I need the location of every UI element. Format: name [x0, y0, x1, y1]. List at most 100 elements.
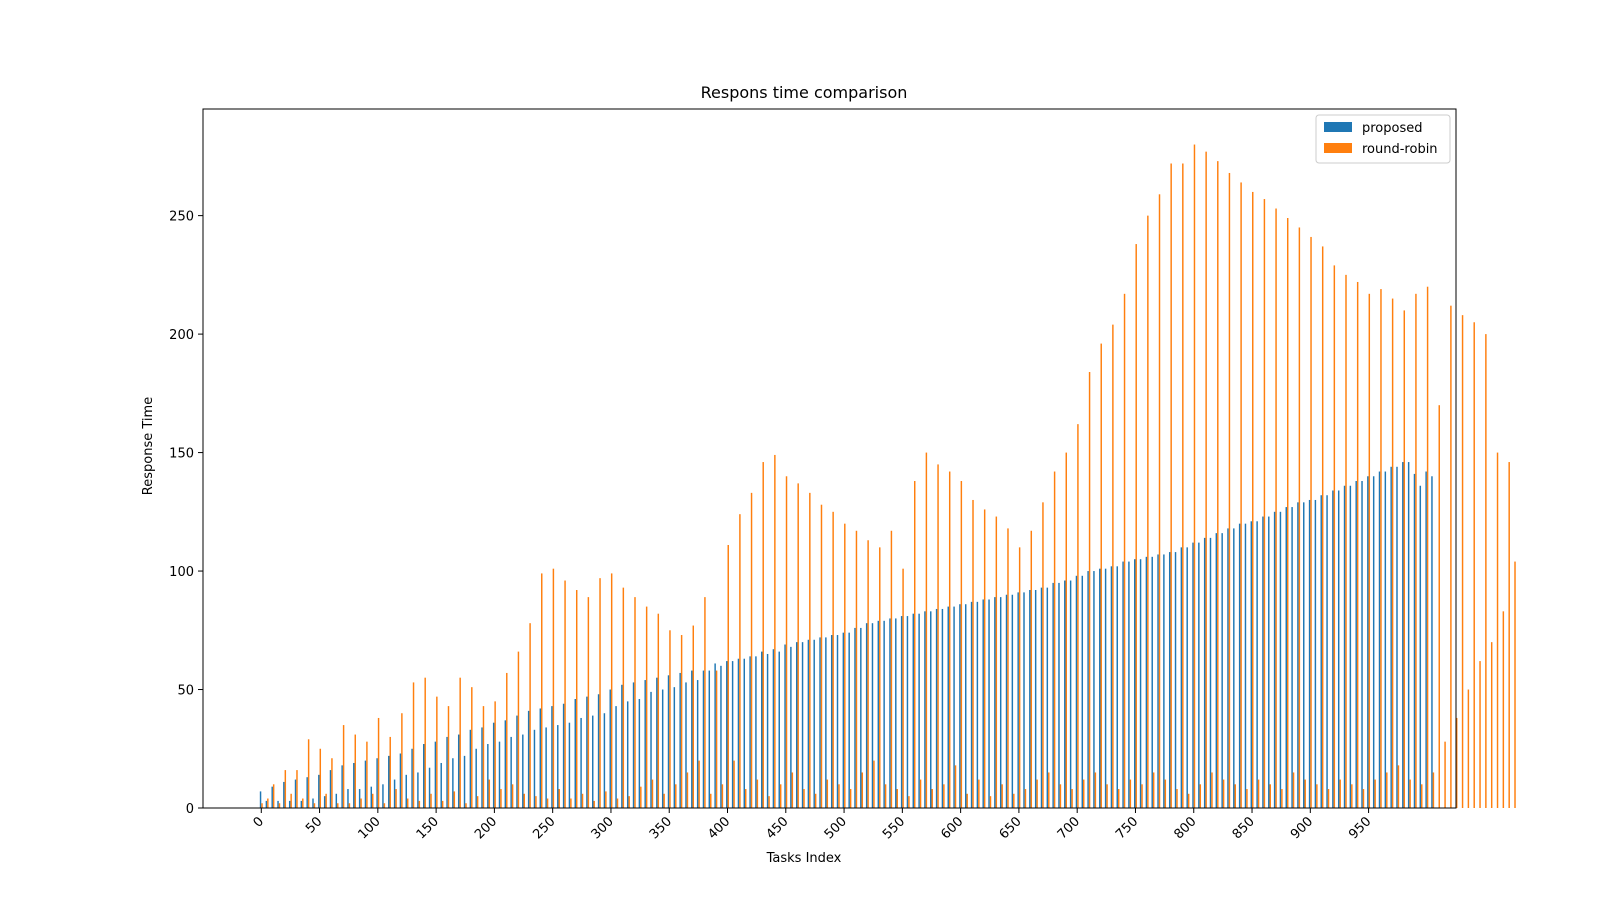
x-tick-label: 800	[1171, 814, 1199, 842]
bar-proposed-169	[1244, 523, 1247, 808]
bar-proposed-94	[807, 639, 810, 808]
bar-round-robin-81	[733, 760, 735, 808]
bar-proposed-103	[860, 627, 862, 808]
bar-round-robin-73	[686, 772, 689, 808]
bar-round-robin-46	[529, 623, 531, 808]
bar-proposed-176	[1285, 507, 1287, 808]
bar-round-robin-203	[1444, 741, 1446, 808]
bar-round-robin-160	[1193, 144, 1196, 809]
bar-round-robin-170	[1252, 191, 1254, 808]
bar-round-robin-1	[267, 798, 269, 808]
x-tick-label: 400	[705, 814, 733, 842]
x-axis-label: Tasks Index	[766, 851, 842, 866]
bar-round-robin-151	[1141, 784, 1143, 808]
bar-round-robin-198	[1415, 293, 1417, 808]
bar-proposed-26	[411, 748, 413, 808]
bar-round-robin-154	[1158, 194, 1161, 809]
bar-proposed-134	[1040, 587, 1043, 808]
bar-proposed-177	[1291, 507, 1293, 808]
x-axis: 0 50 100 150 200 250 300 350 400 450 500 550 600 650 7…	[251, 808, 1374, 842]
bar-round-robin-108	[890, 530, 893, 808]
bar-round-robin-28	[424, 677, 426, 808]
bar-round-robin-92	[797, 483, 799, 808]
bar-round-robin-134	[1042, 502, 1044, 808]
bar-proposed-117	[941, 608, 944, 808]
x-tick-label: 500	[822, 814, 850, 842]
bar-round-robin-119	[954, 765, 957, 808]
bar-proposed-199	[1419, 485, 1422, 808]
bar-round-robin-197	[1409, 779, 1411, 808]
bar-round-robin-85	[756, 779, 759, 808]
bar-round-robin-179	[1304, 779, 1306, 808]
bar-proposed-167	[1233, 528, 1235, 808]
bar-proposed-31	[440, 762, 442, 808]
bar-proposed-114	[924, 611, 926, 808]
bar-round-robin-150	[1135, 244, 1137, 808]
bar-round-robin-209	[1479, 661, 1481, 808]
bar-proposed-37	[475, 748, 477, 808]
bar-proposed-192	[1378, 471, 1381, 808]
bar-round-robin-165	[1222, 779, 1225, 808]
bar-proposed-29	[428, 767, 431, 808]
bar-proposed-56	[586, 696, 588, 808]
bar-proposed-173	[1268, 516, 1270, 808]
bar-proposed-155	[1163, 554, 1165, 808]
bar-proposed-182	[1320, 495, 1322, 808]
bar-round-robin-201	[1432, 772, 1435, 808]
bar-proposed-16	[353, 762, 355, 808]
bar-round-robin-30	[436, 696, 438, 808]
bar-round-robin-157	[1176, 789, 1178, 808]
bar-proposed-76	[702, 670, 705, 808]
bar-proposed-90	[784, 644, 786, 808]
bar-round-robin-77	[710, 793, 712, 808]
bar-proposed-70	[667, 675, 670, 808]
bar-proposed-79	[720, 665, 722, 808]
bar-proposed-150	[1134, 559, 1136, 808]
bar-proposed-11	[323, 796, 326, 808]
bar-round-robin-142	[1088, 372, 1091, 808]
x-tick-label: 750	[1113, 814, 1141, 842]
bar-round-robin-57	[593, 800, 595, 808]
bar-proposed-66	[644, 680, 646, 808]
bar-round-robin-129	[1013, 793, 1015, 808]
bar-proposed-64	[632, 682, 635, 808]
bar-round-robin-58	[599, 578, 601, 808]
bar-proposed-136	[1052, 582, 1054, 808]
bar-proposed-110	[900, 616, 903, 808]
bar-round-robin-54	[575, 590, 578, 808]
bar-proposed-168	[1238, 523, 1241, 808]
bar-proposed-196	[1402, 462, 1404, 808]
bar-proposed-58	[597, 694, 600, 808]
bar-round-robin-14	[342, 725, 345, 808]
bar-round-robin-51	[558, 789, 560, 808]
bar-proposed-148	[1122, 561, 1124, 808]
bar-round-robin-60	[610, 573, 613, 808]
bar-proposed-113	[918, 613, 920, 808]
bar-round-robin-123	[978, 779, 980, 808]
x-tick-label: 900	[1288, 814, 1316, 842]
bar-round-robin-173	[1269, 784, 1271, 808]
bar-proposed-102	[854, 627, 856, 808]
bar-proposed-6	[294, 779, 297, 808]
bar-round-robin-210	[1485, 334, 1487, 808]
x-tick-label: 650	[997, 814, 1025, 842]
bar-proposed-124	[982, 599, 984, 808]
bar-round-robin-40	[494, 701, 496, 808]
bars-group	[259, 144, 1516, 809]
bar-round-robin-0	[261, 803, 263, 808]
bar-proposed-98	[830, 635, 833, 808]
bar-round-robin-136	[1053, 471, 1056, 808]
bar-round-robin-93	[803, 789, 805, 808]
bar-round-robin-147	[1117, 789, 1120, 808]
bar-proposed-127	[999, 597, 1002, 808]
bar-round-robin-6	[296, 770, 298, 808]
bar-proposed-175	[1279, 511, 1282, 808]
bar-round-robin-206	[1461, 315, 1464, 808]
bar-proposed-111	[906, 616, 909, 808]
bar-proposed-46	[527, 710, 530, 808]
bar-round-robin-66	[645, 606, 648, 808]
bar-proposed-133	[1034, 590, 1037, 808]
bar-round-robin-68	[657, 613, 660, 808]
bar-round-robin-139	[1071, 789, 1073, 808]
y-tick-label: 200	[169, 328, 194, 343]
